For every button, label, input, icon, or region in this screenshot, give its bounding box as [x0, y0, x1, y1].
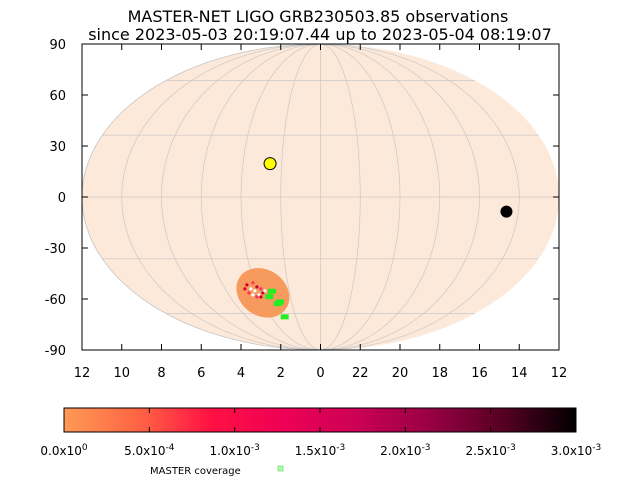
moon-marker [500, 205, 513, 218]
x-tick-label: 20 [392, 366, 409, 381]
x-tick-label: 2 [277, 366, 285, 381]
x-tick-label: 0 [316, 366, 324, 381]
x-tick-label: 6 [197, 366, 205, 381]
y-tick-label: 90 [49, 38, 66, 53]
probability-hotspot [245, 283, 249, 287]
probability-hotspot [259, 287, 263, 291]
chart-title: MASTER-NET LIGO GRB230503.85 observation… [128, 7, 509, 26]
probability-hotspot [255, 285, 259, 289]
probability-hotspot [263, 289, 267, 293]
colorbar-tick-label: 3.0x10-3 [551, 443, 601, 458]
colorbar-tick-label: 1.5x10-3 [295, 443, 345, 458]
sun-marker [263, 157, 277, 171]
coverage-point [275, 299, 284, 305]
probability-hotspot [243, 287, 247, 291]
coverage-point [280, 314, 289, 320]
colorbar-tick-label: 0.0x100 [40, 443, 87, 458]
probability-hotspot [255, 295, 259, 299]
x-tick-label: 16 [471, 366, 488, 381]
y-tick-label: 60 [49, 89, 66, 104]
probability-hotspot [251, 281, 255, 285]
y-tick-label: 30 [49, 140, 66, 155]
y-tick-label: -30 [45, 242, 66, 257]
chart-subtitle: since 2023-05-03 20:19:07.44 up to 2023-… [88, 25, 552, 44]
x-tick-label: 10 [113, 366, 130, 381]
probability-hotspot [251, 293, 255, 297]
x-tick-label: 12 [551, 366, 568, 381]
coverage-point [267, 288, 276, 294]
probability-hotspot [247, 291, 251, 295]
y-tick-label: 0 [58, 191, 66, 206]
legend-label: MASTER coverage [150, 466, 241, 477]
colorbar-tick-label: 2.5x10-3 [465, 443, 515, 458]
probability-hotspot [249, 287, 253, 291]
x-tick-label: 18 [431, 366, 448, 381]
x-tick-label: 12 [74, 366, 91, 381]
x-tick-label: 14 [511, 366, 528, 381]
colorbar-tick-label: 5.0x10-4 [124, 443, 175, 458]
y-tick-label: -60 [45, 293, 66, 308]
coverage-point [265, 294, 274, 300]
probability-hotspot [259, 295, 263, 299]
legend-swatch [277, 465, 284, 472]
colorbar-tick-label: 2.0x10-3 [380, 443, 430, 458]
x-tick-label: 8 [157, 366, 165, 381]
probability-hotspot [261, 291, 265, 295]
x-tick-label: 22 [352, 366, 369, 381]
probability-hotspot [253, 289, 257, 293]
y-tick-label: -90 [45, 344, 66, 359]
x-tick-label: 4 [237, 366, 245, 381]
colorbar-tick-label: 1.0x10-3 [209, 443, 259, 458]
probability-hotspot [257, 293, 261, 297]
